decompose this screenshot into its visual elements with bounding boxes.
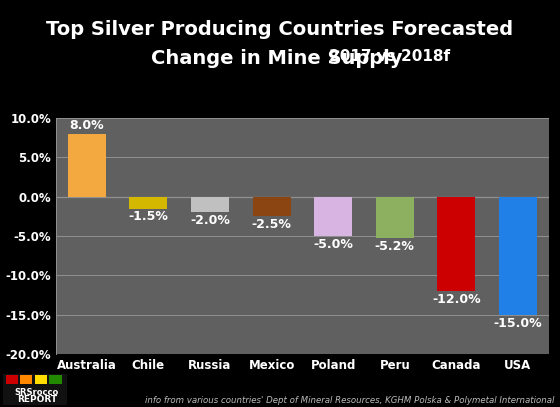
Text: -5.2%: -5.2%	[375, 240, 415, 253]
Text: -1.5%: -1.5%	[128, 210, 169, 223]
Bar	[253, 197, 291, 217]
Text: info from various countries' Dept of Mineral Resources, KGHM Polska & Polymetal : info from various countries' Dept of Min…	[145, 396, 554, 405]
Bar	[437, 197, 475, 291]
Text: -12.0%: -12.0%	[432, 293, 480, 306]
Text: Change in Mine Supply: Change in Mine Supply	[151, 49, 409, 68]
Bar	[376, 197, 414, 238]
Bar	[499, 197, 537, 315]
Bar	[68, 134, 106, 197]
Text: 8.0%: 8.0%	[69, 119, 104, 132]
Text: REPORT: REPORT	[17, 395, 57, 404]
Text: Top Silver Producing Countries Forecasted: Top Silver Producing Countries Forecaste…	[46, 20, 514, 39]
Bar	[191, 197, 229, 212]
Text: -5.0%: -5.0%	[313, 238, 353, 251]
Text: 2017 vs 2018f: 2017 vs 2018f	[329, 49, 450, 64]
Text: SRSrocco: SRSrocco	[15, 388, 59, 397]
Text: -15.0%: -15.0%	[494, 317, 542, 330]
Bar	[129, 197, 167, 208]
Text: -2.0%: -2.0%	[190, 214, 230, 228]
Bar	[314, 197, 352, 236]
Text: -2.5%: -2.5%	[251, 219, 292, 231]
